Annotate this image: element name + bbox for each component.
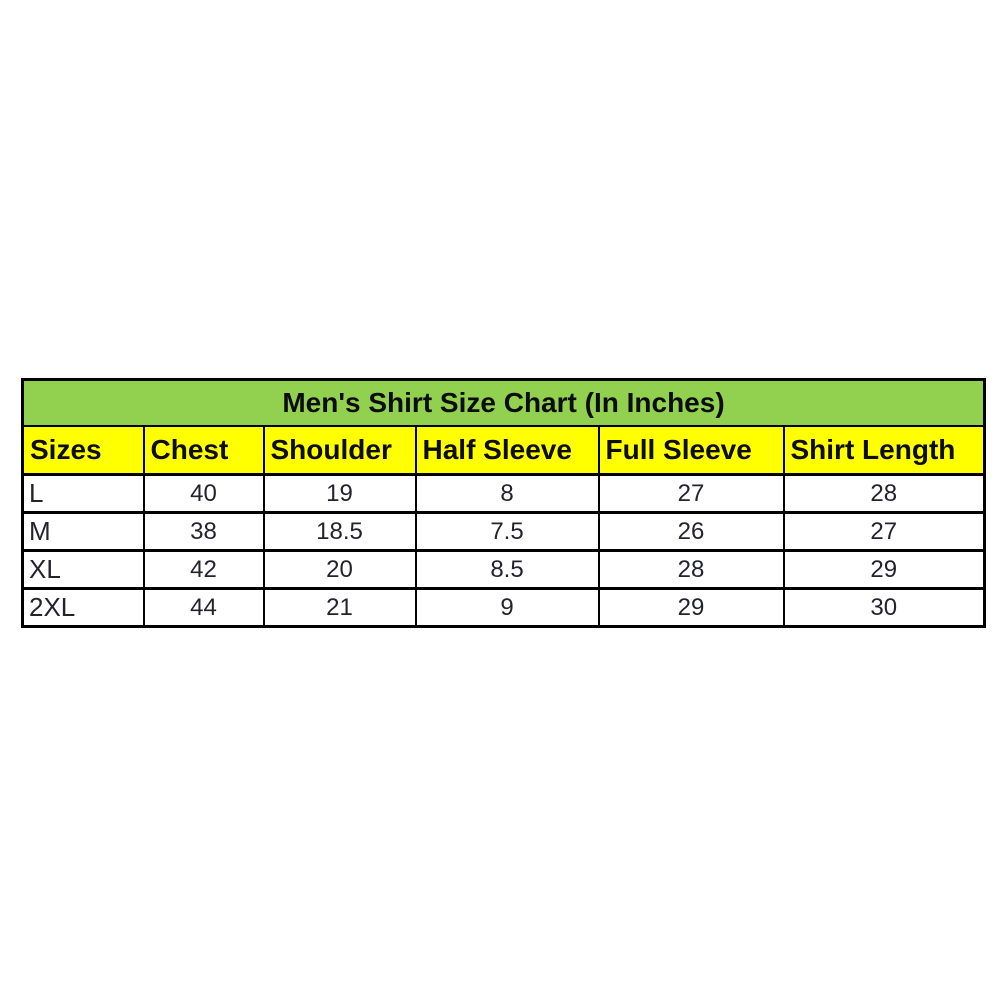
column-header-shirt-length: Shirt Length [782,425,986,476]
table-row-l: L 40 19 8 27 28 [21,473,986,514]
title-row: Men's Shirt Size Chart (In Inches) [21,378,986,427]
full-sleeve-value: 28 [597,549,785,590]
full-sleeve-value: 26 [597,511,785,552]
column-header-chest: Chest [142,425,265,476]
table-title: Men's Shirt Size Chart (In Inches) [21,378,986,427]
table-row-xl: XL 42 20 8.5 28 29 [21,549,986,590]
shoulder-value: 18.5 [262,511,417,552]
column-header-sizes: Sizes [21,425,145,476]
shirt-length-value: 30 [782,587,986,628]
chest-value: 42 [142,549,265,590]
table-row-m: M 38 18.5 7.5 26 27 [21,511,986,552]
size-label: XL [21,549,145,590]
full-sleeve-value: 29 [597,587,785,628]
half-sleeve-value: 8 [414,473,600,514]
shoulder-value: 19 [262,473,417,514]
shoulder-value: 20 [262,549,417,590]
shirt-length-value: 28 [782,473,986,514]
half-sleeve-value: 9 [414,587,600,628]
size-label: L [21,473,145,514]
half-sleeve-value: 7.5 [414,511,600,552]
size-label: 2XL [21,587,145,628]
column-header-half-sleeve: Half Sleeve [414,425,600,476]
column-header-shoulder: Shoulder [262,425,417,476]
size-chart: Men's Shirt Size Chart (In Inches) Sizes… [21,378,987,628]
shirt-length-value: 27 [782,511,986,552]
shoulder-value: 21 [262,587,417,628]
chest-value: 38 [142,511,265,552]
table-row-2xl: 2XL 44 21 9 29 30 [21,587,986,628]
chest-value: 40 [142,473,265,514]
size-label: M [21,511,145,552]
half-sleeve-value: 8.5 [414,549,600,590]
column-header-full-sleeve: Full Sleeve [597,425,785,476]
full-sleeve-value: 27 [597,473,785,514]
chest-value: 44 [142,587,265,628]
shirt-length-value: 29 [782,549,986,590]
size-chart-table: Men's Shirt Size Chart (In Inches) Sizes… [21,378,987,628]
header-row: Sizes Chest Shoulder Half Sleeve Full Sl… [21,425,986,476]
